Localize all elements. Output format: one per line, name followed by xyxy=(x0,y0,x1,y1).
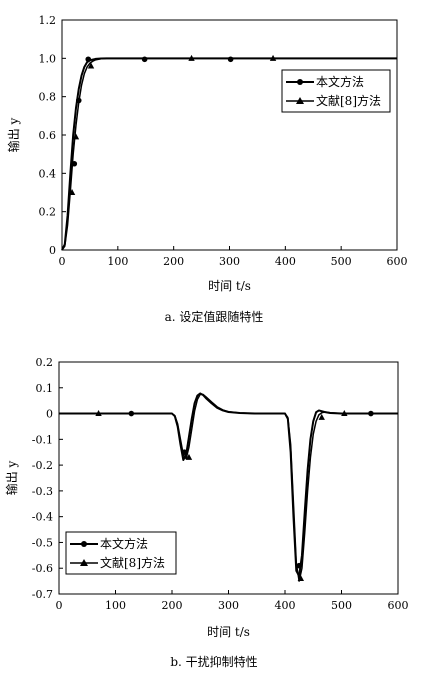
chart-a-legend-label-1: 本文方法 xyxy=(316,74,364,89)
chart-b-xlabel: 时间 t/s xyxy=(207,625,250,639)
data-point-triangle xyxy=(68,189,76,195)
data-point-triangle xyxy=(87,62,95,69)
series-line-2 xyxy=(61,57,397,251)
chart-b-ticks: 0 100 200 300 400 500 600 0.2 0.1 0 -0.1 -0.2 -0.3 -0… xyxy=(32,356,409,612)
data-point-triangle xyxy=(72,133,80,140)
y-tick-label: 0.8 xyxy=(39,91,57,104)
data-point-circle xyxy=(71,160,78,167)
data-point-triangle xyxy=(341,410,348,417)
x-tick-label: 500 xyxy=(331,255,352,268)
chart-a-series-lines xyxy=(61,57,397,251)
chart-a-legend: 本文方法 文献[8]方法 xyxy=(281,69,391,113)
data-point-circle xyxy=(368,410,374,417)
chart-b-legend: 本文方法 文献[8]方法 xyxy=(65,531,177,575)
data-point-triangle xyxy=(318,413,325,420)
y-tick-label: 0.1 xyxy=(36,382,54,395)
data-point-circle xyxy=(141,56,148,63)
data-point-circle xyxy=(296,562,302,569)
data-point-circle xyxy=(85,56,92,63)
x-tick-label: 100 xyxy=(105,599,126,612)
x-tick-label: 100 xyxy=(107,255,128,268)
chart-a-markers xyxy=(68,54,277,195)
legend-circle-marker-icon xyxy=(297,79,303,85)
x-tick-label: 400 xyxy=(275,255,296,268)
y-tick-label: -0.2 xyxy=(32,459,53,472)
y-tick-label: -0.5 xyxy=(32,536,53,549)
data-point-circle xyxy=(75,97,82,104)
chart-a-caption: a. 设定值跟随特性 xyxy=(165,309,264,324)
data-point-triangle xyxy=(185,453,193,460)
y-tick-label: 0 xyxy=(46,408,53,421)
y-tick-label: 1.0 xyxy=(39,52,57,65)
y-tick-label: -0.6 xyxy=(32,562,53,575)
chart-b-caption: b. 干扰抑制特性 xyxy=(170,654,257,669)
chart-b-markers xyxy=(95,410,374,582)
data-point-triangle xyxy=(269,54,277,61)
x-tick-label: 300 xyxy=(218,599,239,612)
y-tick-label: -0.1 xyxy=(32,433,53,446)
x-tick-label: 200 xyxy=(163,255,184,268)
data-point-circle xyxy=(181,449,188,456)
legend-triangle-marker-icon xyxy=(296,97,304,104)
legend-triangle-marker-icon xyxy=(80,559,88,566)
y-tick-label: 0.2 xyxy=(36,356,54,369)
y-tick-label: -0.7 xyxy=(32,588,53,601)
y-tick-label: 0.4 xyxy=(39,167,57,180)
x-tick-label: 0 xyxy=(56,599,63,612)
chart-b: 0 100 200 300 400 500 600 0.2 0.1 0 -0.1 -0.2 -0.3 -0… xyxy=(4,356,409,669)
data-point-circle xyxy=(128,410,135,417)
y-tick-label: -0.4 xyxy=(32,511,53,524)
chart-b-ylabel: 输出 y xyxy=(4,460,19,495)
data-point-circle xyxy=(227,56,234,63)
chart-a: 0 100 200 300 400 500 600 0 0.2 0.4 0.6 0.8 1.0 1.2 时… xyxy=(6,14,408,324)
chart-b-series-lines xyxy=(59,392,398,582)
y-tick-label: 0.6 xyxy=(39,129,57,142)
data-point-triangle xyxy=(297,575,305,582)
legend-circle-marker-icon xyxy=(81,541,87,547)
chart-b-legend-label-2: 文献[8]方法 xyxy=(100,555,165,570)
chart-b-legend-label-1: 本文方法 xyxy=(100,536,148,551)
x-tick-label: 200 xyxy=(162,599,183,612)
y-tick-label: 0.2 xyxy=(39,206,57,219)
x-tick-label: 0 xyxy=(59,255,66,268)
x-tick-label: 500 xyxy=(331,599,352,612)
chart-a-xlabel: 时间 t/s xyxy=(208,279,251,293)
series-line-2 xyxy=(59,393,398,582)
data-point-triangle xyxy=(188,54,195,61)
x-tick-label: 300 xyxy=(219,255,240,268)
y-tick-label: 0 xyxy=(49,244,56,257)
x-tick-label: 400 xyxy=(275,599,296,612)
x-tick-label: 600 xyxy=(387,255,408,268)
data-point-triangle xyxy=(95,410,102,417)
y-tick-label: 1.2 xyxy=(39,14,57,27)
chart-a-ylabel: 输出 y xyxy=(6,117,21,152)
x-tick-label: 600 xyxy=(388,599,409,612)
chart-a-ticks: 0 100 200 300 400 500 600 0 0.2 0.4 0.6 0.8 1.0 1.2 xyxy=(39,14,408,268)
chart-a-legend-label-2: 文献[8]方法 xyxy=(316,93,381,108)
chart-a-plot-frame xyxy=(61,19,398,251)
y-tick-label: -0.3 xyxy=(32,485,53,498)
